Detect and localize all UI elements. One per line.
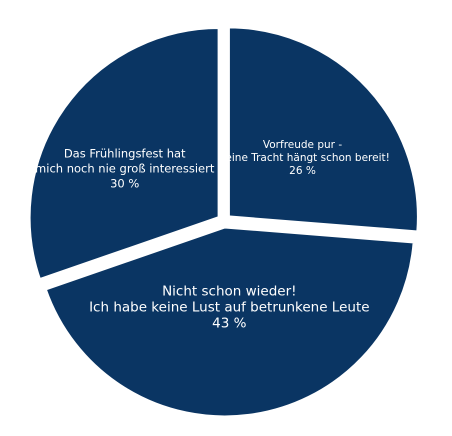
pie-slice bbox=[27, 26, 221, 282]
slice-category-label: Vorfreude pur - bbox=[263, 139, 342, 151]
slice-value-label: 26 % bbox=[289, 165, 316, 177]
slice-value-label: 30 % bbox=[110, 176, 139, 190]
slice-label: Das Frühlingsfest hat mich noch nie groß … bbox=[35, 146, 215, 190]
slice-label: Vorfreude pur -meine Tracht hängt schon … bbox=[215, 139, 390, 177]
pie-slice bbox=[226, 25, 420, 234]
slice-category-label: Ich habe keine Lust auf betrunkene Leute bbox=[89, 299, 370, 315]
slice-category-label: Nicht schon wieder! bbox=[162, 283, 296, 299]
slice-value-label: 43 % bbox=[212, 315, 246, 331]
slice-category-label: Das Frühlingsfest hat bbox=[64, 146, 186, 160]
pie-slice bbox=[43, 225, 416, 419]
slice-label: Nicht schon wieder! Ich habe keine Lust a… bbox=[89, 283, 370, 331]
slice-category-label: meine Tracht hängt schon bereit! bbox=[215, 152, 390, 164]
slice-category-label: mich noch nie groß interessiert bbox=[35, 161, 215, 175]
